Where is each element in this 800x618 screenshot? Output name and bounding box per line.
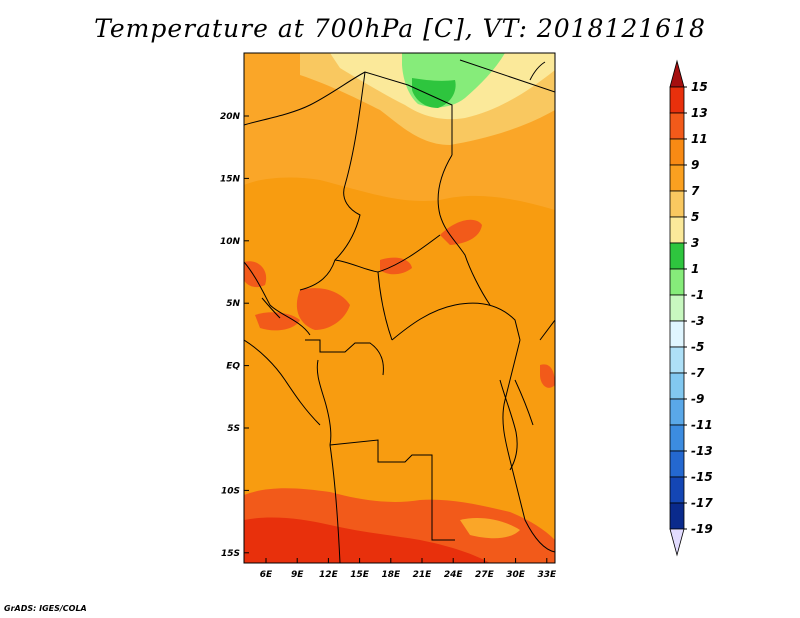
colorbar-box: [669, 268, 685, 296]
colorbar-label: -11: [691, 418, 713, 432]
colorbar-label: 7: [691, 184, 700, 198]
credit-text: GrADS: IGES/COLA: [4, 604, 87, 613]
colorbar-box: [669, 190, 685, 218]
colorbar-label: -3: [691, 314, 704, 328]
colorbar-label: 1: [691, 262, 699, 276]
warm-patch: [380, 257, 412, 275]
x-tick-label: 15E: [350, 570, 370, 580]
y-tick-label: EQ: [226, 362, 240, 372]
temperature-field: [244, 53, 555, 563]
colorbar-box: [669, 476, 685, 504]
y-tick-label: 5S: [227, 424, 240, 434]
field-7-to-9-south: [460, 518, 520, 539]
y-tick-label: 5N: [226, 299, 240, 309]
x-tick-label: 30E: [506, 570, 526, 580]
warm-patch: [255, 312, 300, 331]
colorbar-label: 11: [691, 132, 708, 146]
colorbar-label: -9: [691, 392, 704, 406]
warm-patch: [540, 364, 555, 388]
x-tick-label: 21E: [413, 570, 433, 580]
field-minus1-to-1-north: [412, 78, 456, 108]
warm-patch: [296, 288, 350, 330]
colorbar-label: -7: [691, 366, 705, 380]
colorbar-box: [669, 450, 685, 478]
colorbar-box: [669, 86, 685, 114]
x-tick-label: 27E: [475, 570, 495, 580]
colorbar-box: [669, 138, 685, 166]
colorbar-box: [669, 346, 685, 374]
y-tick-label: 10S: [221, 486, 240, 496]
colorbar-box: [669, 242, 685, 270]
warm-patch: [244, 261, 267, 288]
colorbar-box: [669, 372, 685, 400]
colorbar-label: 3: [691, 236, 699, 250]
y-tick-label: 10N: [220, 237, 241, 247]
colorbar-box: [669, 294, 685, 322]
colorbar-label: -13: [691, 444, 713, 458]
colorbar-box: [669, 112, 685, 140]
colorbar-box: [669, 424, 685, 452]
colorbar-label: -17: [691, 496, 713, 510]
warm-patch: [440, 219, 482, 245]
colorbar-box: [669, 216, 685, 244]
colorbar-label: 5: [691, 210, 699, 224]
map-frame: [243, 52, 556, 564]
x-axis: 6E 9E 12E 15E 18E 21E 24E 27E 30E 33E: [260, 558, 557, 580]
y-axis: 20N 15N 10N 5N EQ 5S 10S 15S: [220, 112, 249, 559]
y-tick-label: 20N: [220, 112, 241, 122]
colorbar-box: [669, 398, 685, 426]
colorbar-label: 9: [691, 158, 699, 172]
colorbar-over-arrow: [669, 59, 685, 88]
y-tick-label: 15N: [220, 174, 241, 184]
colorbar-box: [669, 502, 685, 530]
x-tick-label: 33E: [537, 570, 557, 580]
colorbar-label: -15: [691, 470, 713, 484]
colorbar-under-arrow: [669, 528, 685, 557]
colorbar-label: -5: [691, 340, 704, 354]
colorbar-label: 13: [691, 106, 708, 120]
x-tick-label: 6E: [260, 570, 273, 580]
country-borders: [244, 59, 555, 563]
colorbar-label: -1: [691, 288, 704, 302]
colorbar: 15 13 11 9 7 5 3 1 -1 -3 -5 -7 -9 -11 -13 -15 -17 -19: [669, 59, 713, 557]
x-tick-label: 24E: [444, 570, 464, 580]
field-13-to-15-south: [244, 517, 490, 563]
colorbar-label: -19: [691, 522, 713, 536]
colorbar-box: [669, 320, 685, 348]
x-tick-label: 9E: [291, 570, 304, 580]
colorbar-box: [669, 164, 685, 192]
x-tick-label: 12E: [319, 570, 339, 580]
x-tick-label: 18E: [381, 570, 401, 580]
map-title: Temperature at 700hPa [C], VT: 201812161…: [94, 14, 706, 43]
y-tick-label: 15S: [221, 549, 240, 559]
colorbar-label: 15: [691, 80, 708, 94]
